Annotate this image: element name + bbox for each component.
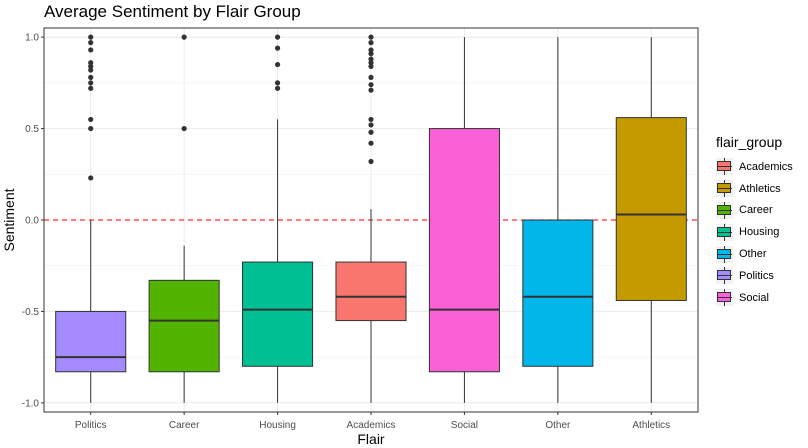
outlier-point [368, 47, 374, 53]
box-iqr [615, 117, 687, 301]
legend-key [716, 289, 733, 307]
outlier-point [88, 85, 94, 91]
outlier-point [368, 51, 374, 57]
legend-label: Academics [739, 160, 793, 173]
outlier-point [274, 45, 281, 51]
outlier-point [274, 80, 281, 86]
tick-layer: -1.0 -0.5 0.0 0.5 1.0 Politics Career Housing Ac… [22, 33, 670, 431]
legend-label: Politics [739, 269, 774, 282]
legend-item-other: Other [716, 243, 793, 265]
legend-label: Career [739, 204, 773, 217]
outlier-point [88, 63, 94, 69]
y-tick-label: 1.0 [25, 33, 39, 44]
box-career [148, 34, 220, 403]
box-iqr [335, 261, 407, 322]
box-iqr [55, 310, 127, 373]
box-iqr [522, 219, 594, 367]
outlier-point [88, 116, 94, 123]
box-academics [335, 34, 407, 403]
x-tick-label: Academics [347, 420, 396, 431]
outlier-point [368, 34, 374, 40]
legend-item-career: Career [716, 200, 793, 222]
outlier-point [368, 60, 374, 66]
outlier-point [88, 40, 94, 46]
box-iqr [242, 261, 314, 367]
legend-item-social: Social [716, 287, 793, 309]
outlier-point [274, 61, 281, 68]
outlier-point [181, 125, 187, 132]
outlier-point [368, 122, 374, 128]
outlier-point [368, 56, 374, 62]
legend-label: Housing [739, 226, 780, 239]
outlier-point [274, 34, 281, 40]
x-tick-label: Politics [75, 420, 107, 431]
legend-key [716, 267, 733, 285]
outlier-point [368, 82, 374, 88]
outlier-point [88, 74, 94, 80]
legend-label: Social [739, 291, 769, 304]
x-axis-title: Flair [357, 431, 385, 447]
outlier-point [88, 47, 94, 53]
outlier-point [88, 67, 94, 73]
y-tick-label: -0.5 [22, 307, 40, 318]
outlier-point [88, 60, 94, 66]
x-tick-label: Other [545, 420, 571, 431]
legend-key [716, 180, 733, 198]
legend-label: Athletics [739, 182, 781, 195]
legend-label: Other [739, 248, 767, 261]
legend-key [716, 201, 733, 219]
legend-item-athletics: Athletics [716, 178, 793, 200]
x-tick-label: Athletics [632, 420, 670, 431]
y-tick-label: -1.0 [22, 398, 40, 409]
legend-item-housing: Housing [716, 221, 793, 243]
box-iqr [428, 128, 500, 373]
outlier-point [368, 116, 374, 123]
legend-title: flair_group [716, 134, 783, 150]
legend: flair_group Academics Athletics Career Hous… [716, 134, 793, 309]
outlier-point [368, 87, 374, 93]
outlier-point [368, 63, 374, 69]
box-social [428, 37, 500, 403]
x-tick-label: Career [169, 420, 200, 431]
outlier-point [368, 74, 374, 80]
x-tick-label: Housing [259, 420, 296, 431]
outlier-point [181, 34, 187, 40]
outlier-point [368, 158, 374, 165]
outlier-point [274, 85, 281, 91]
box-iqr [148, 279, 220, 373]
box-housing [242, 34, 314, 403]
legend-key [716, 223, 733, 241]
y-tick-label: 0.0 [25, 216, 39, 227]
outlier-point [88, 80, 94, 86]
box-other [522, 37, 594, 403]
outlier-point [88, 34, 94, 40]
outlier-point [88, 175, 94, 181]
box-layer [55, 34, 687, 403]
y-axis-title: Sentiment [1, 188, 17, 251]
box-athletics [615, 37, 687, 403]
x-tick-label: Social [451, 420, 478, 431]
legend-item-politics: Politics [716, 265, 793, 287]
outlier-point [368, 129, 374, 135]
outlier-point [88, 125, 94, 132]
y-tick-label: 0.5 [25, 124, 39, 135]
outlier-point [368, 140, 374, 146]
legend-key [716, 158, 733, 176]
outlier-point [368, 40, 374, 46]
legend-item-academics: Academics [716, 156, 793, 178]
chart-title: Average Sentiment by Flair Group [44, 2, 301, 21]
box-politics [55, 34, 127, 403]
legend-key [716, 245, 733, 263]
legend-items: Academics Athletics Career Housing Other Poli… [716, 156, 793, 309]
